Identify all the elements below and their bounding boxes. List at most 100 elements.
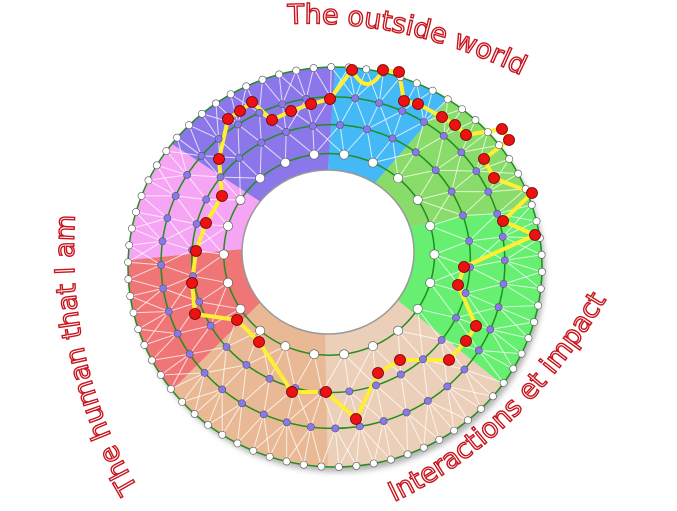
- spoke: [176, 137, 202, 157]
- node-white: [477, 404, 485, 413]
- node-white: [429, 249, 440, 260]
- node-white: [280, 341, 291, 352]
- spoke: [397, 330, 424, 360]
- spoke: [415, 121, 425, 153]
- node-purple: [375, 99, 384, 107]
- spoke: [167, 217, 197, 225]
- spoke: [434, 240, 470, 255]
- journey-node: [285, 105, 297, 117]
- spoke: [502, 236, 542, 256]
- node-white: [362, 65, 371, 74]
- spoke: [392, 121, 425, 139]
- spoke: [446, 386, 469, 421]
- node-white: [393, 173, 404, 184]
- node-purple: [183, 171, 191, 179]
- spoke: [462, 213, 498, 216]
- node-purple: [192, 220, 201, 228]
- spoke: [451, 170, 477, 192]
- spoke: [429, 282, 457, 319]
- spoke: [366, 110, 403, 130]
- node-purple: [458, 211, 467, 220]
- spoke: [170, 353, 191, 390]
- node-white: [242, 82, 251, 91]
- spoke: [176, 137, 188, 176]
- node-purple: [388, 134, 397, 143]
- journey-node: [460, 335, 472, 347]
- spoke: [504, 254, 542, 261]
- spoke: [141, 195, 168, 219]
- journey-node: [350, 413, 362, 425]
- spoke: [162, 240, 193, 251]
- spoke: [465, 292, 499, 308]
- journey-node: [496, 123, 508, 135]
- journey-node: [186, 277, 198, 289]
- node-white: [334, 463, 343, 471]
- spoke: [204, 364, 247, 374]
- node-white: [309, 64, 318, 72]
- spoke: [187, 174, 221, 178]
- journey-node: [266, 114, 278, 126]
- node-white: [275, 70, 284, 79]
- node-purple: [494, 303, 503, 312]
- node-white: [198, 109, 206, 118]
- spoke: [252, 421, 288, 452]
- journey-node: [478, 153, 490, 165]
- spoke: [435, 135, 445, 171]
- node-white: [235, 194, 246, 205]
- node-white: [536, 284, 545, 293]
- journey-node: [372, 367, 384, 379]
- spoke: [478, 349, 522, 355]
- spoke: [321, 354, 345, 393]
- node-purple: [242, 361, 251, 369]
- node-white: [292, 66, 301, 75]
- spoke: [262, 79, 283, 105]
- node-purple: [222, 343, 231, 351]
- spoke: [498, 306, 535, 323]
- node-white: [369, 459, 378, 468]
- node-purple: [195, 297, 204, 306]
- spoke: [127, 240, 163, 263]
- node-white: [524, 334, 533, 343]
- spoke: [143, 311, 170, 346]
- spoke: [435, 169, 477, 172]
- spoke: [156, 165, 177, 197]
- node-white: [339, 349, 350, 360]
- spoke: [478, 350, 505, 384]
- spoke: [281, 70, 297, 105]
- spoke: [165, 150, 188, 176]
- spoke: [400, 374, 429, 402]
- spoke: [236, 403, 243, 444]
- node-purple: [472, 167, 481, 176]
- node-purple: [493, 209, 502, 218]
- node-purple: [474, 346, 483, 355]
- spoke: [252, 414, 265, 451]
- node-white: [495, 141, 504, 150]
- ring-nodes: [124, 63, 546, 471]
- node-white: [127, 224, 136, 233]
- spoke: [148, 174, 188, 181]
- spoke: [334, 391, 350, 429]
- spoke: [285, 98, 307, 133]
- node-purple: [235, 154, 244, 162]
- spoke: [435, 151, 462, 171]
- spoke: [338, 426, 361, 468]
- node-white: [403, 450, 412, 459]
- node-purple: [457, 148, 466, 157]
- spoke: [490, 321, 535, 330]
- spoke: [284, 346, 296, 389]
- node-purple: [255, 108, 264, 117]
- node-white: [255, 173, 266, 184]
- spoke: [478, 349, 514, 370]
- spoke: [378, 102, 394, 139]
- node-white: [152, 161, 161, 170]
- spoke: [128, 264, 162, 280]
- spoke: [392, 110, 403, 139]
- journey-node: [246, 96, 258, 108]
- node-white: [265, 452, 274, 461]
- spoke: [286, 422, 305, 465]
- spoke: [469, 259, 505, 268]
- node-white: [428, 86, 437, 95]
- spoke: [281, 104, 287, 132]
- spoke: [334, 428, 340, 468]
- spoke: [237, 124, 240, 159]
